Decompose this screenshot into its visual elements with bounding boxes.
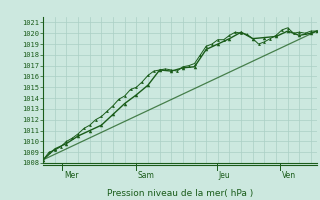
Text: Jeu: Jeu [219,171,230,180]
Text: Ven: Ven [282,171,296,180]
Text: Sam: Sam [138,171,155,180]
Text: Mer: Mer [64,171,78,180]
Text: Pression niveau de la mer( hPa ): Pression niveau de la mer( hPa ) [107,189,253,198]
